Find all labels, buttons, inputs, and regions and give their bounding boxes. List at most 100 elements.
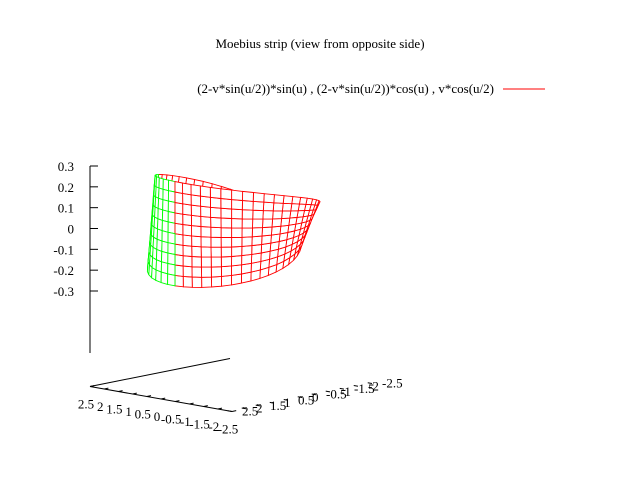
surface-cell (262, 218, 274, 229)
surface-cell (272, 202, 284, 212)
surface-cell (241, 227, 253, 238)
surface-cell (231, 227, 243, 238)
x-tick (231, 410, 237, 412)
surface-cell (167, 242, 176, 256)
surface-cell (210, 206, 222, 219)
surface-cell (191, 266, 203, 278)
surface-cell (200, 215, 212, 228)
x-tick-label: 0 (154, 409, 161, 424)
surface-cell (231, 236, 243, 248)
y-tick-label: -1.5 (354, 381, 375, 396)
surface-cell (200, 205, 212, 218)
surface-cell (262, 201, 275, 212)
surface-cell (162, 199, 169, 213)
surface-cell (220, 237, 233, 248)
surface-cell (167, 210, 176, 224)
surface-cell (210, 256, 222, 268)
surface-cell (220, 188, 233, 201)
surface-cell (261, 226, 273, 237)
surface-cell (241, 200, 254, 211)
surface-cell (209, 196, 222, 209)
x-tick (217, 407, 223, 410)
axes: 2.5 2 1.5 1 0.5 0 -0.5-1-1.5-2-2.52.52 1.51 0.50… (53, 159, 402, 437)
surface-cell (241, 245, 253, 257)
x-tick-label: -1 (180, 414, 191, 429)
y-tick (311, 393, 317, 396)
x-tick-label: 0.5 (135, 407, 151, 422)
y-tick-label: 2.5 (242, 404, 258, 419)
surface-cell (252, 200, 265, 212)
surface-cell (199, 185, 211, 198)
surface-cell (199, 195, 211, 208)
surface-cell (231, 264, 243, 276)
surface-cell (220, 246, 233, 258)
surface-cell (167, 252, 176, 266)
surface-cell (252, 218, 264, 229)
y-tick (241, 407, 247, 410)
y-tick (339, 387, 345, 390)
surface-cell (251, 227, 263, 238)
z-tick-label: 0.1 (58, 201, 74, 216)
surface-cell (182, 244, 193, 257)
y-tick-label: 0.5 (298, 392, 314, 407)
legend-entry-label: (2-v*sin(u/2))*sin(u) , (2-v*sin(u/2))*c… (197, 81, 494, 96)
surface-cell (273, 194, 285, 204)
z-tick-label: -0.3 (53, 284, 74, 299)
surface-cell (200, 266, 212, 278)
x-tick-label: -2 (208, 419, 219, 434)
surface-cell (182, 234, 193, 247)
x-tick (132, 392, 137, 395)
surface-cell (182, 275, 193, 288)
surface-cell (182, 192, 192, 206)
surface-cell (221, 274, 232, 287)
surface-cell (167, 200, 176, 214)
y-tick (367, 382, 373, 384)
surface-cell (168, 179, 176, 193)
x-tick (160, 397, 166, 400)
surface-cell (174, 264, 184, 277)
surface-cell (242, 190, 254, 202)
surface-cell (201, 276, 213, 288)
legend: (2-v*sin(u/2))*sin(u) , (2-v*sin(u/2))*c… (197, 81, 545, 96)
y-tick-label: 2 (256, 401, 263, 416)
y-tick-label: -0.5 (326, 387, 347, 402)
surface-cell (191, 225, 202, 238)
surface-cell (231, 255, 243, 267)
surface-cell (231, 245, 243, 257)
surface-cell (261, 234, 272, 246)
z-tick-label: -0.2 (53, 263, 74, 278)
surface-cell (271, 218, 283, 228)
surface-cell (241, 218, 254, 229)
surface-cell (209, 186, 222, 200)
surface-cell (281, 210, 292, 220)
y-axis-line (89, 358, 231, 387)
surface-cell (220, 256, 233, 268)
y-tick-label: 0 (312, 390, 319, 405)
surface-cell (167, 221, 176, 235)
y-tick (269, 401, 275, 404)
surface-cell (220, 227, 233, 238)
surface-cell (251, 243, 263, 255)
surface-cell (231, 199, 243, 211)
surface-cell (241, 236, 253, 247)
surface-cell (182, 213, 192, 227)
surface-cell (191, 235, 202, 248)
surface-cell (157, 197, 164, 211)
surface-cell (182, 265, 193, 278)
surface-cell (182, 223, 193, 237)
x-tick-label: 2 (97, 399, 104, 414)
surface-cell (272, 210, 283, 220)
y-tick-label: -1 (340, 384, 351, 399)
y-tick-label: 1 (284, 395, 291, 410)
surface-cell (174, 233, 184, 246)
surface-cell (281, 202, 293, 212)
y-tick-label: 1.5 (270, 398, 286, 413)
surface-cell (162, 188, 169, 202)
x-tick (146, 395, 152, 397)
y-tick-label: -2.5 (382, 376, 403, 391)
surface-cell (191, 245, 202, 258)
surface-cell (210, 216, 222, 229)
surface-cell (174, 191, 184, 205)
surface-cell (282, 195, 294, 205)
surface-cell (190, 204, 202, 217)
